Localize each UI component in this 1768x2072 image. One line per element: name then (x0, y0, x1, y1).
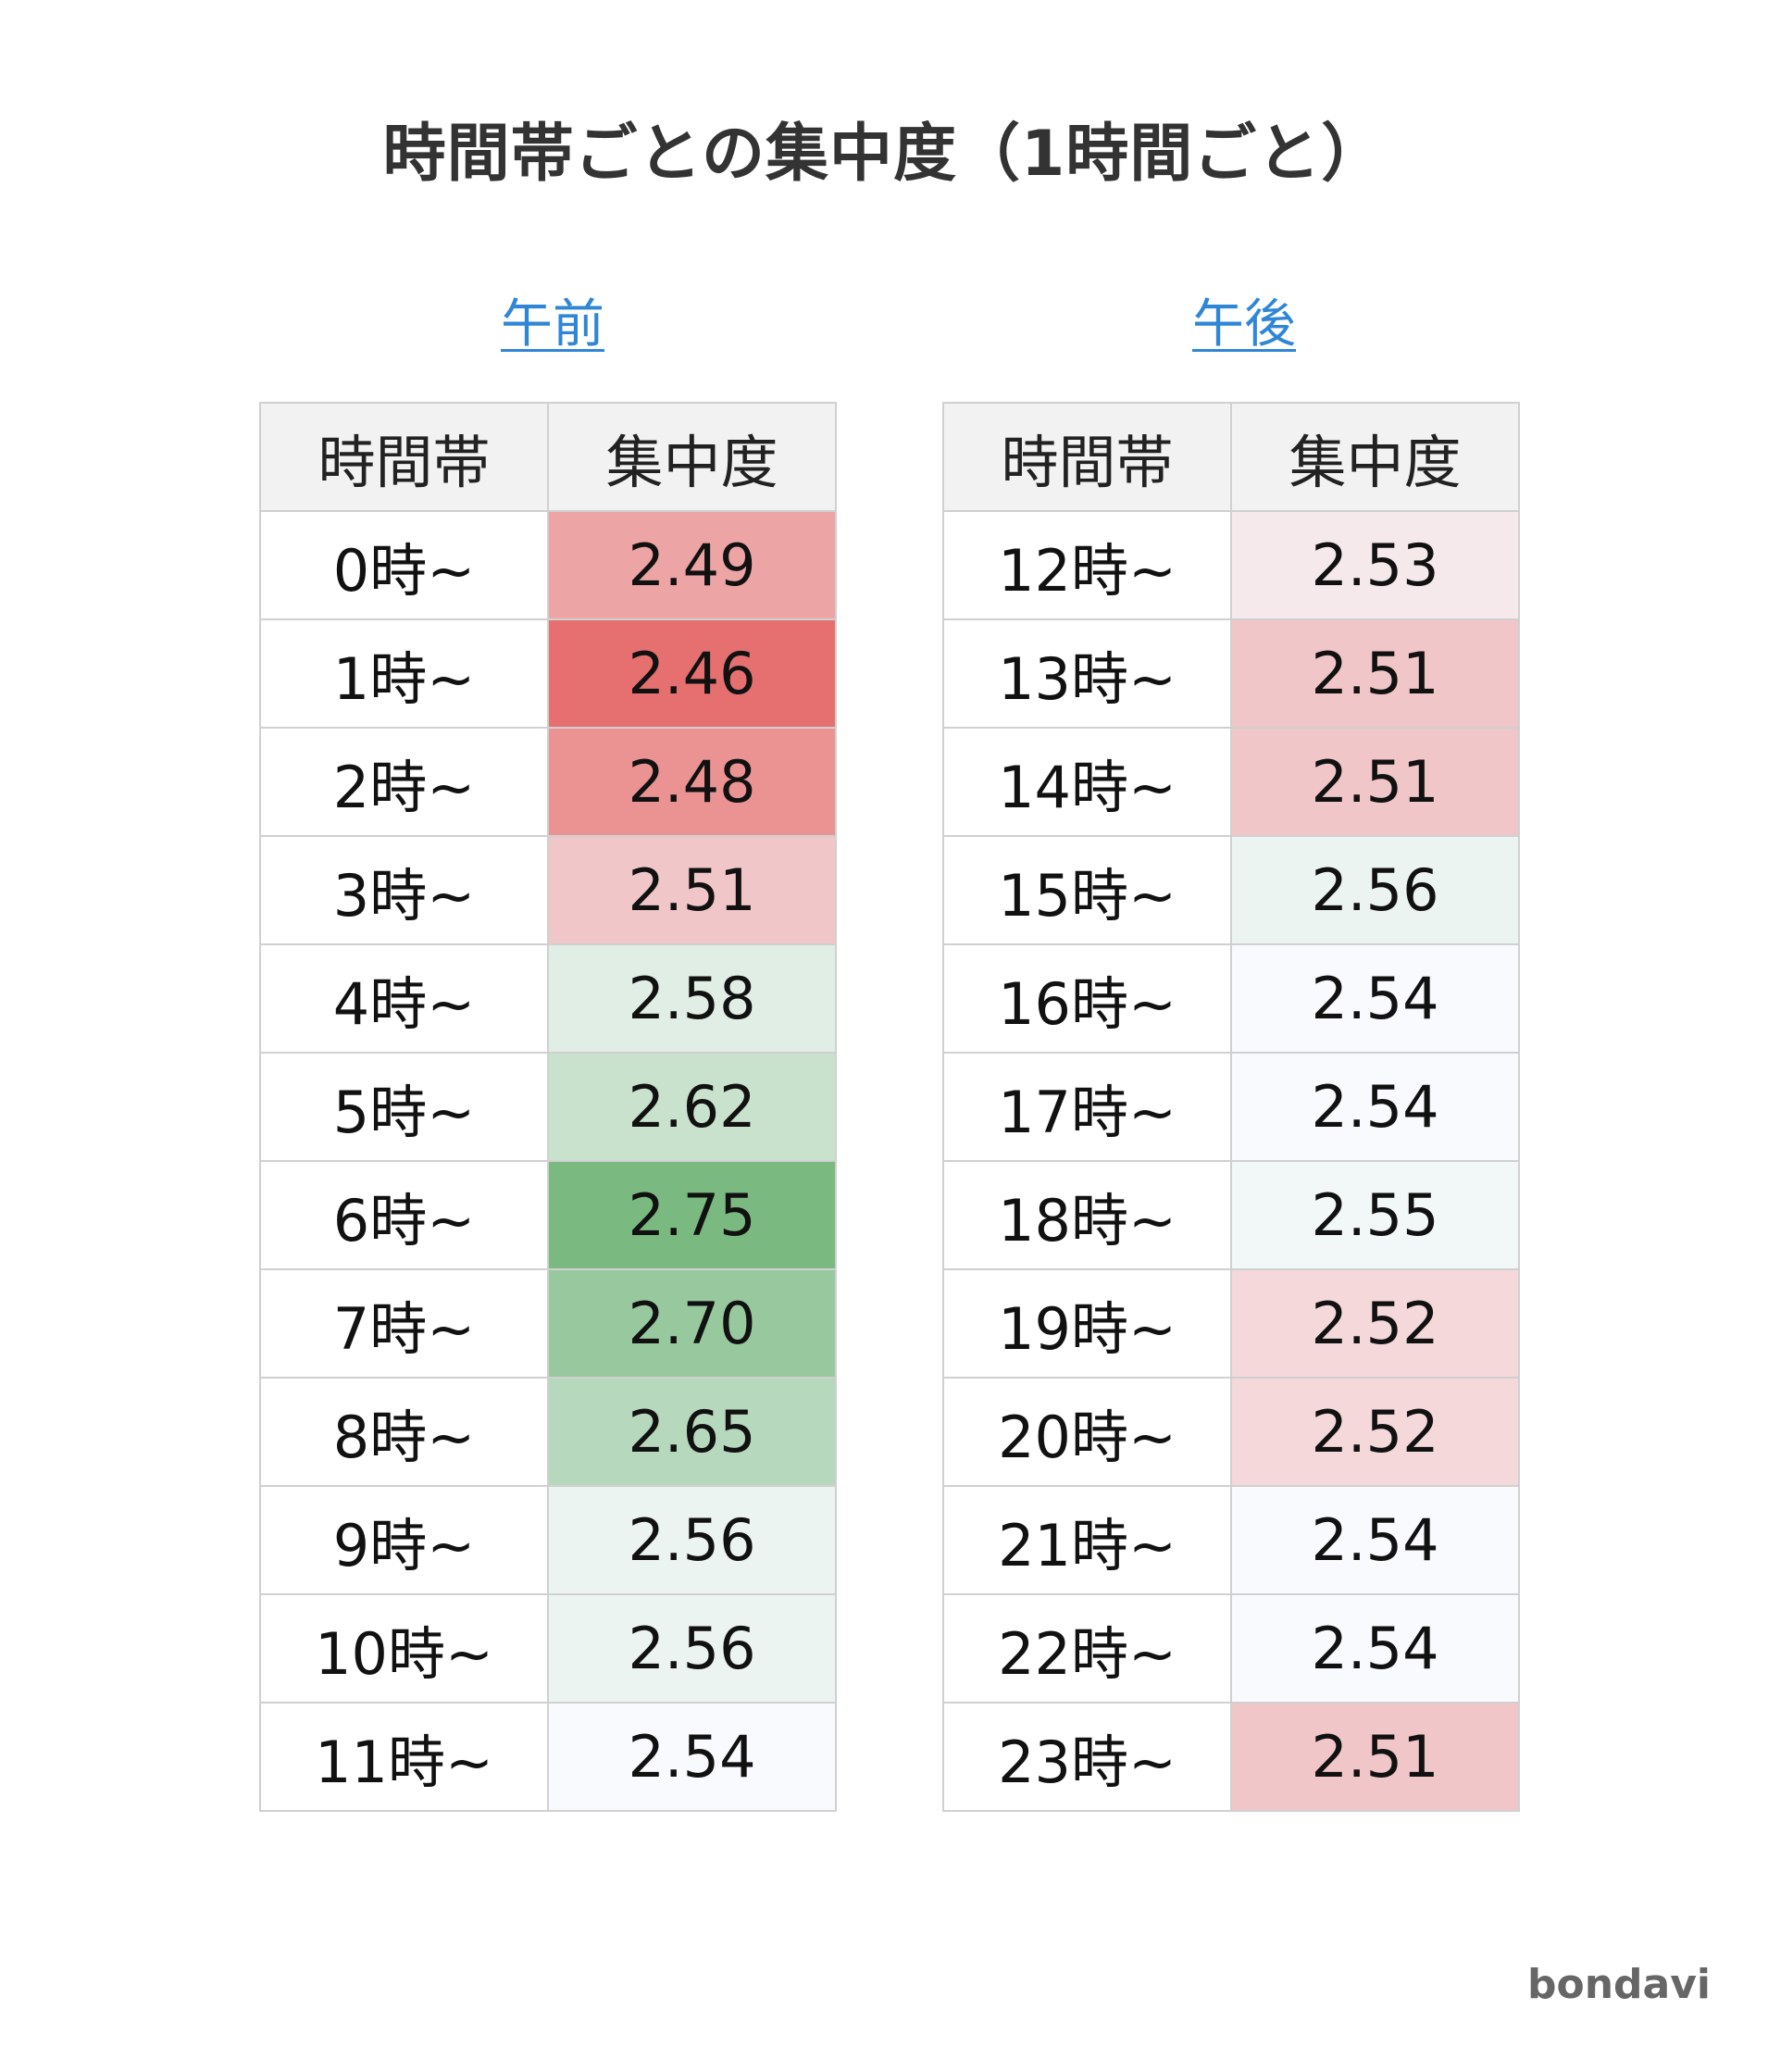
value-cell: 2.54 (1230, 1485, 1520, 1595)
table-row: 7時~ 2.70 (259, 1268, 837, 1379)
page-title: 時間帯ごとの集中度（1時間ごと） (382, 118, 1386, 191)
time-cell: 4時~ (259, 943, 549, 1054)
value-cell: 2.46 (547, 618, 837, 729)
time-cell: 7時~ (259, 1268, 549, 1379)
am-heatmap-table: 時間帯 集中度 0時~ 2.49 1時~ 2.46 2時~ 2.48 3時~ 2.51 4時~ 2… (259, 402, 837, 1812)
table-row: 20時~ 2.52 (942, 1377, 1520, 1487)
table-row: 5時~ 2.62 (259, 1052, 837, 1162)
time-cell: 22時~ (942, 1593, 1232, 1704)
value-cell: 2.65 (547, 1377, 837, 1487)
table-row: 15時~ 2.56 (942, 835, 1520, 945)
table-row: 21時~ 2.54 (942, 1485, 1520, 1595)
value-cell: 2.48 (547, 727, 837, 837)
table-row: 18時~ 2.55 (942, 1160, 1520, 1270)
time-cell: 20時~ (942, 1377, 1232, 1487)
table-row: 16時~ 2.54 (942, 943, 1520, 1054)
value-cell: 2.49 (547, 510, 837, 620)
table-row: 13時~ 2.51 (942, 618, 1520, 729)
table-row: 10時~ 2.56 (259, 1593, 837, 1704)
time-cell: 14時~ (942, 727, 1232, 837)
value-cell: 2.54 (547, 1702, 837, 1812)
am-section-link[interactable]: 午前 (501, 294, 604, 355)
table-row: 23時~ 2.51 (942, 1702, 1520, 1812)
time-cell: 6時~ (259, 1160, 549, 1270)
value-cell: 2.53 (1230, 510, 1520, 620)
table-row: 6時~ 2.75 (259, 1160, 837, 1270)
value-cell: 2.51 (1230, 618, 1520, 729)
value-cell: 2.54 (1230, 943, 1520, 1054)
pm-heatmap-table: 時間帯 集中度 12時~ 2.53 13時~ 2.51 14時~ 2.51 15時~ 2.56… (942, 402, 1520, 1812)
value-cell: 2.51 (547, 835, 837, 945)
value-cell: 2.52 (1230, 1268, 1520, 1379)
time-cell: 13時~ (942, 618, 1232, 729)
time-cell: 23時~ (942, 1702, 1232, 1812)
table-row: 0時~ 2.49 (259, 510, 837, 620)
table-row: 11時~ 2.54 (259, 1702, 837, 1812)
time-cell: 1時~ (259, 618, 549, 729)
time-cell: 18時~ (942, 1160, 1232, 1270)
value-cell: 2.55 (1230, 1160, 1520, 1270)
time-cell: 12時~ (942, 510, 1232, 620)
time-cell: 8時~ (259, 1377, 549, 1487)
time-column-header: 時間帯 (942, 402, 1232, 512)
value-cell: 2.56 (547, 1593, 837, 1704)
time-cell: 0時~ (259, 510, 549, 620)
time-cell: 10時~ (259, 1593, 549, 1704)
value-cell: 2.58 (547, 943, 837, 1054)
table-row: 8時~ 2.65 (259, 1377, 837, 1487)
time-cell: 11時~ (259, 1702, 549, 1812)
table-row: 22時~ 2.54 (942, 1593, 1520, 1704)
value-column-header: 集中度 (1230, 402, 1520, 512)
time-cell: 3時~ (259, 835, 549, 945)
table-row: 19時~ 2.52 (942, 1268, 1520, 1379)
table-row: 9時~ 2.56 (259, 1485, 837, 1595)
table-row: 1時~ 2.46 (259, 618, 837, 729)
time-cell: 9時~ (259, 1485, 549, 1595)
time-cell: 5時~ (259, 1052, 549, 1162)
table-row: 2時~ 2.48 (259, 727, 837, 837)
time-cell: 15時~ (942, 835, 1232, 945)
time-cell: 17時~ (942, 1052, 1232, 1162)
table-row: 3時~ 2.51 (259, 835, 837, 945)
brand-logo: bondavi (1527, 1961, 1711, 2008)
value-cell: 2.54 (1230, 1593, 1520, 1704)
table-header-row: 時間帯 集中度 (259, 402, 837, 512)
time-cell: 19時~ (942, 1268, 1232, 1379)
time-cell: 16時~ (942, 943, 1232, 1054)
value-column-header: 集中度 (547, 402, 837, 512)
table-row: 4時~ 2.58 (259, 943, 837, 1054)
value-cell: 2.51 (1230, 1702, 1520, 1812)
value-cell: 2.70 (547, 1268, 837, 1379)
value-cell: 2.54 (1230, 1052, 1520, 1162)
pm-section-link[interactable]: 午後 (1192, 294, 1296, 355)
time-cell: 21時~ (942, 1485, 1232, 1595)
table-header-row: 時間帯 集中度 (942, 402, 1520, 512)
table-row: 12時~ 2.53 (942, 510, 1520, 620)
time-column-header: 時間帯 (259, 402, 549, 512)
value-cell: 2.75 (547, 1160, 837, 1270)
value-cell: 2.51 (1230, 727, 1520, 837)
table-row: 17時~ 2.54 (942, 1052, 1520, 1162)
value-cell: 2.52 (1230, 1377, 1520, 1487)
value-cell: 2.56 (1230, 835, 1520, 945)
value-cell: 2.56 (547, 1485, 837, 1595)
value-cell: 2.62 (547, 1052, 837, 1162)
time-cell: 2時~ (259, 727, 549, 837)
table-row: 14時~ 2.51 (942, 727, 1520, 837)
